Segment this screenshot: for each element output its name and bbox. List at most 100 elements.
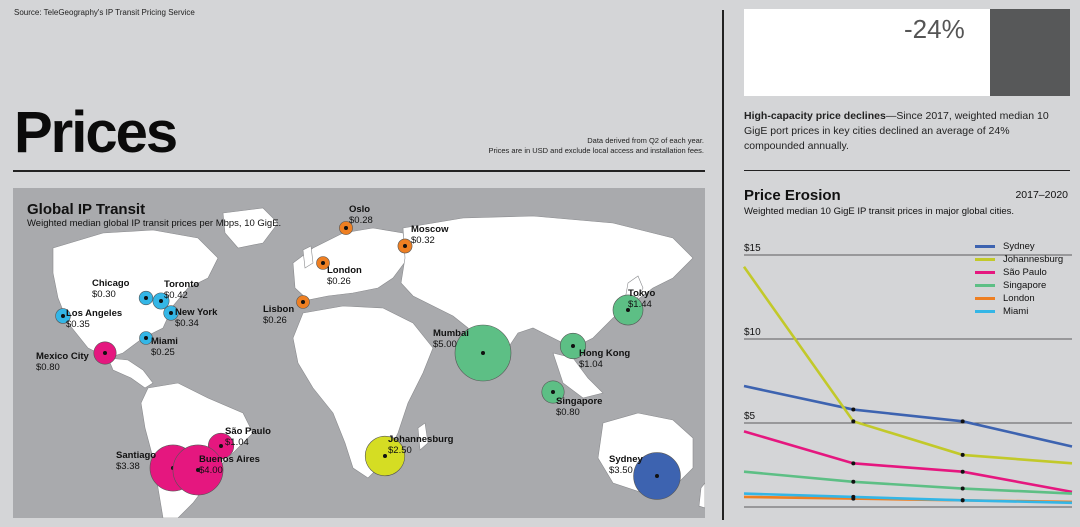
- bubble-center-sao-paulo: [219, 444, 223, 448]
- line-series: [742, 266, 1073, 505]
- line-point-sydney: [960, 419, 965, 424]
- legend-sydney: Sydney: [975, 241, 1035, 252]
- bubble-center-oslo: [344, 226, 348, 230]
- world-map: [52, 207, 705, 518]
- stat-description-text: —Since 2017, weighted median 10 GigE por…: [744, 110, 1049, 152]
- land-madagascar: [417, 422, 429, 451]
- city-label-santiago: Santiago $3.38: [116, 450, 156, 472]
- city-price: $2.50: [388, 445, 412, 456]
- bubble-center-singapore: [551, 390, 555, 394]
- land-new-zealand: [698, 482, 705, 509]
- bubble-center-lisbon: [301, 300, 305, 304]
- city-price: $0.30: [92, 289, 116, 300]
- city-name: Mumbai: [433, 328, 469, 339]
- legend-sao-paulo: São Paulo: [975, 267, 1047, 278]
- city-name: London: [327, 265, 362, 276]
- city-price: $4.00: [199, 465, 223, 476]
- line-sydney: [743, 384, 1073, 448]
- bubble-center-mumbai: [481, 351, 485, 355]
- city-price: $0.80: [556, 407, 580, 418]
- city-name: Los Angeles: [66, 308, 123, 319]
- legend-label: Miami: [1003, 306, 1029, 317]
- city-price: $0.80: [36, 362, 60, 373]
- line-point-johannesburg: [960, 452, 965, 457]
- bubble-center-london: [321, 261, 325, 265]
- bubble-center-johannesburg: [383, 454, 387, 458]
- data-note-line-1: Data derived from Q2 of each year.: [587, 136, 704, 145]
- city-price: $0.34: [175, 318, 199, 329]
- stat-value: -24%: [904, 14, 965, 44]
- city-label-oslo: Oslo $0.28: [349, 204, 373, 226]
- city-label-johannesburg: Johannesburg $2.50: [388, 434, 453, 456]
- legend-johannesburg: Johannesburg: [975, 254, 1063, 265]
- stat-side-block: [990, 9, 1070, 96]
- erosion-subtitle: Weighted median 10 GigE IP transit price…: [744, 206, 1015, 217]
- legend-singapore: Singapore: [975, 280, 1046, 291]
- map-panel: Global IP Transit Weighted median global…: [13, 188, 705, 518]
- bubble-center-chicago: [144, 296, 148, 300]
- city-price: $0.25: [151, 347, 175, 358]
- legend-london: London: [975, 293, 1035, 304]
- line-point-sao-paulo: [851, 461, 856, 466]
- bubble-center-moscow: [403, 244, 407, 248]
- stat-description: High-capacity price declines—Since 2017,…: [744, 109, 1070, 154]
- city-price: $0.26: [263, 315, 287, 326]
- top-rule-left: [13, 170, 705, 172]
- stat-box: [744, 9, 990, 96]
- line-singapore: [743, 470, 1073, 495]
- city-label-new-york: New York $0.34: [175, 307, 217, 329]
- bubble-center-mexico-city: [103, 351, 107, 355]
- city-price: $3.38: [116, 461, 140, 472]
- city-label-hong-kong: Hong Kong $1.04: [579, 348, 630, 370]
- city-name: Tokyo: [628, 288, 656, 299]
- city-price: $5.00: [433, 339, 457, 350]
- city-label-london: London $0.26: [327, 265, 362, 287]
- stat-description-bold: High-capacity price declines: [744, 110, 886, 122]
- bubble-center-los-angeles: [61, 314, 65, 318]
- city-label-buenos-aires: Buenos Aires $4.00: [199, 454, 260, 476]
- legend-swatch: [975, 297, 995, 300]
- city-name: Lisbon: [263, 304, 295, 315]
- city-price: $0.26: [327, 276, 351, 287]
- erosion-rule: [744, 170, 1070, 171]
- legend-swatch: [975, 245, 995, 248]
- city-name: Oslo: [349, 204, 371, 215]
- line-point-singapore: [851, 479, 856, 484]
- line-miami: [743, 492, 1073, 505]
- line-sao-paulo: [743, 430, 1073, 494]
- city-name: São Paulo: [225, 426, 271, 437]
- line-point-singapore: [960, 486, 965, 491]
- city-name: Toronto: [164, 279, 200, 290]
- city-name: Singapore: [556, 396, 603, 407]
- city-name: Buenos Aires: [199, 454, 260, 465]
- land-central-america: [107, 357, 154, 389]
- bubble-center-buenos-aires: [196, 468, 200, 472]
- y-tick-label: $15: [744, 243, 761, 254]
- city-price: $0.42: [164, 290, 188, 301]
- city-label-mumbai: Mumbai $5.00: [433, 328, 469, 350]
- line-grid: $5 $10 $15: [744, 243, 1072, 508]
- city-name: Chicago: [92, 278, 130, 289]
- legend-swatch: [975, 271, 995, 274]
- city-label-singapore: Singapore $0.80: [556, 396, 602, 418]
- city-name: Miami: [151, 336, 178, 347]
- map-subtitle: Weighted median global IP transit prices…: [27, 218, 282, 229]
- city-name: Santiago: [116, 450, 157, 461]
- land-greenland: [222, 207, 279, 249]
- y-tick-label: $5: [744, 411, 756, 422]
- source-note: Source: TeleGeography's IP Transit Prici…: [14, 8, 195, 17]
- bubble-center-toronto: [159, 299, 163, 303]
- city-label-moscow: Moscow $0.32: [411, 224, 448, 246]
- city-label-sao-paulo: São Paulo $1.04: [225, 426, 271, 448]
- city-name: Johannesburg: [388, 434, 454, 445]
- data-note-line-2: Prices are in USD and exclude local acce…: [488, 146, 704, 155]
- legend-label: São Paulo: [1003, 267, 1047, 278]
- city-price: $0.28: [349, 215, 373, 226]
- bubble-center-new-york: [169, 311, 173, 315]
- city-name: Hong Kong: [579, 348, 631, 359]
- legend-swatch: [975, 284, 995, 287]
- legend-swatch: [975, 258, 995, 261]
- city-label-lisbon: Lisbon $0.26: [263, 304, 294, 326]
- city-name: Sydney: [609, 454, 643, 465]
- bubble-center-sydney: [655, 474, 659, 478]
